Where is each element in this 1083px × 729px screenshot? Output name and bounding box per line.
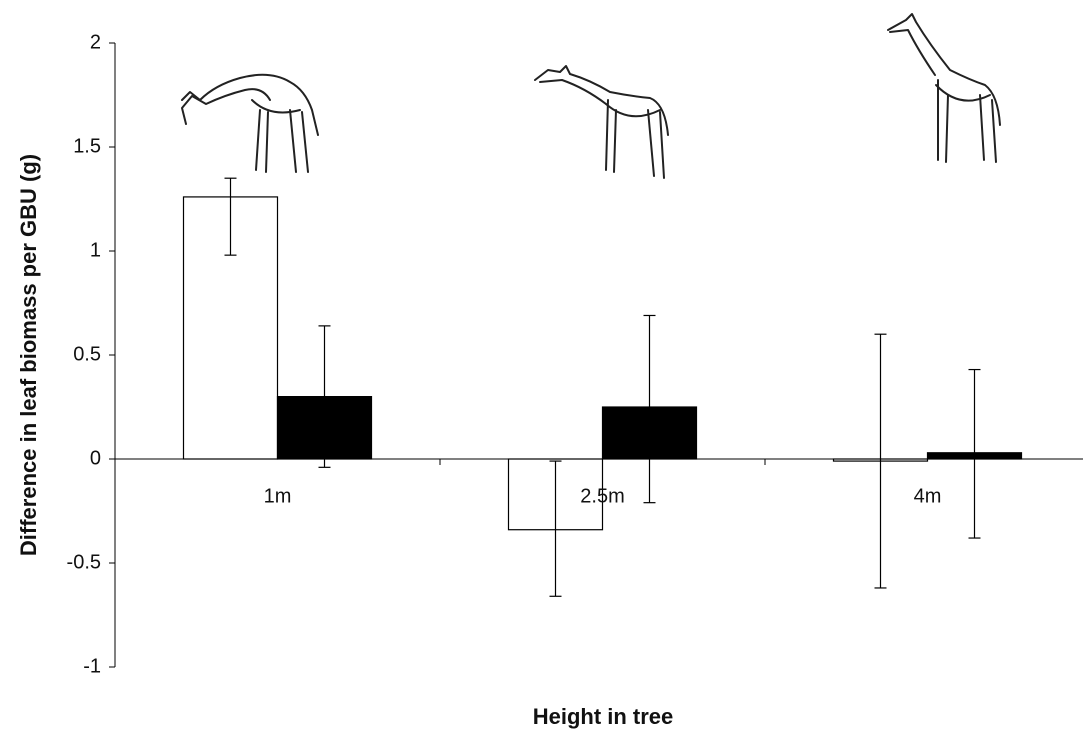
y-tick-label: 0.5: [73, 343, 101, 365]
giraffe-mid: [535, 66, 668, 178]
x-tick-label: 2.5m: [580, 485, 624, 507]
y-tick-label: 2: [90, 31, 101, 53]
x-tick-label: 1m: [264, 485, 292, 507]
y-tick-label: 1: [90, 239, 101, 261]
y-tick-label: -0.5: [67, 551, 101, 573]
x-axis-title: Height in tree: [533, 704, 674, 729]
x-tick-label: 4m: [914, 485, 942, 507]
y-tick-label: 1.5: [73, 135, 101, 157]
giraffe-high: [888, 14, 1000, 162]
giraffe-low: [182, 75, 318, 172]
page: {"chart_data": {"type": "bar", "y_label"…: [0, 0, 1083, 729]
y-axis-title: Difference in leaf biomass per GBU (g): [16, 154, 41, 556]
y-tick-label: 0: [90, 447, 101, 469]
chart: Difference in leaf biomass per GBU (g) H…: [0, 0, 1083, 729]
y-tick-label: -1: [83, 655, 101, 677]
